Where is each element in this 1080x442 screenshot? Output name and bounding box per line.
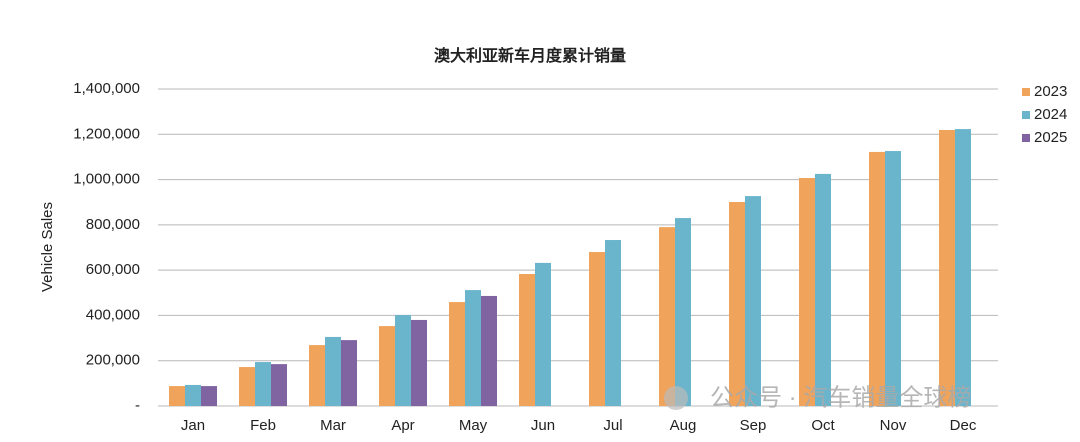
bar xyxy=(341,340,357,406)
y-tick-label: 800,000 xyxy=(86,216,140,233)
bar xyxy=(395,314,411,406)
x-tick-label: Aug xyxy=(670,417,697,434)
bar xyxy=(239,367,255,406)
x-tick-label: Apr xyxy=(391,417,414,434)
bar xyxy=(379,326,395,406)
x-tick-label: Dec xyxy=(950,417,977,434)
y-tick-label: 1,400,000 xyxy=(73,80,140,97)
bar xyxy=(745,196,761,406)
legend-label: 2024 xyxy=(1034,106,1067,123)
bar xyxy=(939,129,955,406)
bar xyxy=(465,290,481,406)
watermark-icon xyxy=(664,386,688,410)
y-tick-label: 600,000 xyxy=(86,261,140,278)
chart-title: 澳大利亚新车月度累计销量 xyxy=(434,46,626,65)
bar xyxy=(519,273,535,406)
bar xyxy=(869,151,885,406)
bar xyxy=(605,240,621,406)
bar xyxy=(411,319,427,406)
x-tick-label: Feb xyxy=(250,417,276,434)
bar xyxy=(255,362,271,406)
x-tick-label: May xyxy=(459,417,488,434)
legend-label: 2023 xyxy=(1034,83,1067,100)
bar xyxy=(309,345,325,406)
x-tick-label: Nov xyxy=(880,417,907,434)
y-axis-label: Vehicle Sales xyxy=(39,202,56,292)
watermark: 公众号 · 汽车销量全球榜 xyxy=(710,384,971,411)
legend-swatch xyxy=(1022,88,1030,96)
y-tick-label: 1,200,000 xyxy=(73,125,140,142)
bar xyxy=(659,227,675,406)
bar xyxy=(449,302,465,406)
legend-swatch xyxy=(1022,111,1030,119)
legend-swatch xyxy=(1022,134,1030,142)
bar xyxy=(201,386,217,406)
x-tick-label: Mar xyxy=(320,417,346,434)
y-tick-label: - xyxy=(135,397,140,414)
x-tick-label: Jan xyxy=(181,417,205,434)
x-tick-label: Oct xyxy=(811,417,835,434)
y-tick-label: 1,000,000 xyxy=(73,171,140,188)
bar xyxy=(729,201,745,406)
bar xyxy=(885,151,901,406)
x-tick-label: Jul xyxy=(603,417,622,434)
bar xyxy=(535,262,551,406)
bar xyxy=(185,384,201,406)
bar xyxy=(169,386,185,406)
x-tick-label: Sep xyxy=(740,417,767,434)
bar xyxy=(799,177,815,406)
bar xyxy=(815,173,831,406)
legend-label: 2025 xyxy=(1034,129,1067,146)
bar xyxy=(589,252,605,406)
bar xyxy=(481,295,497,406)
y-tick-label: 200,000 xyxy=(86,352,140,369)
bar xyxy=(955,129,971,406)
bar xyxy=(325,336,341,406)
y-tick-label: 400,000 xyxy=(86,306,140,323)
bar xyxy=(271,364,287,406)
x-tick-label: Jun xyxy=(531,417,555,434)
bar xyxy=(675,218,691,406)
